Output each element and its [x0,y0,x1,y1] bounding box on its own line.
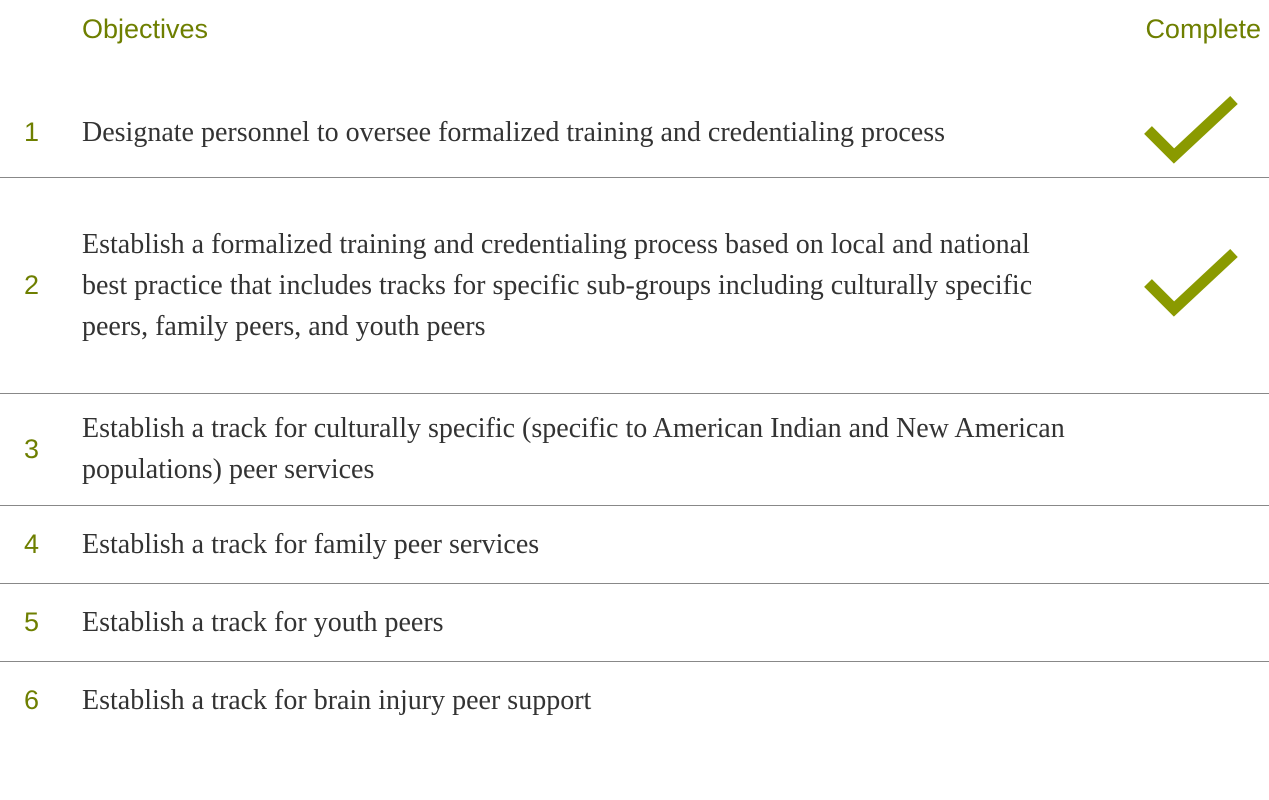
objective-text: Establish a track for family peer servic… [82,528,540,560]
checkmark-stroke [1144,248,1238,317]
objective-text: Designate personnel to oversee formalize… [82,116,946,148]
objective-row: 6 Establish a track for brain injury peer… [0,600,1269,800]
checkmark [1144,95,1238,164]
complete-header: Complete [1145,14,1261,44]
page: Objectives Complete (() => { const data … [0,14,1269,722]
checkmark [1144,248,1238,317]
objective-row: 5 Establish a track for youth peers [0,522,1269,722]
row-number: 2 [24,269,40,300]
objective-text: Establish a track for culturally specifi… [82,413,1065,485]
checkmark-stroke [1144,95,1238,164]
objective-row: 2 Establish a formalized training and cre… [0,185,1269,385]
row-separator [0,393,1269,394]
objective-text: Establish a track for brain injury peer … [82,684,592,716]
row-number: 6 [24,684,40,715]
row-number: 5 [24,606,40,637]
row-separator [0,177,1269,178]
objectives-header: Objectives [82,14,209,44]
objective-row: 1 Designate personnel to oversee formaliz… [0,32,1269,232]
row-separator [0,583,1269,584]
objective-row: 3 Establish a track for culturally specif… [0,349,1269,549]
row-number: 4 [24,528,40,559]
row-separator [0,505,1269,506]
objective-row: 4 Establish a track for family peer servi… [0,444,1269,644]
row-separator [0,661,1269,662]
objective-text: Establish a formalized training and cred… [82,228,1033,342]
row-number: 3 [24,433,40,464]
row-number: 1 [24,116,40,147]
objective-text: Establish a track for youth peers [82,606,444,638]
